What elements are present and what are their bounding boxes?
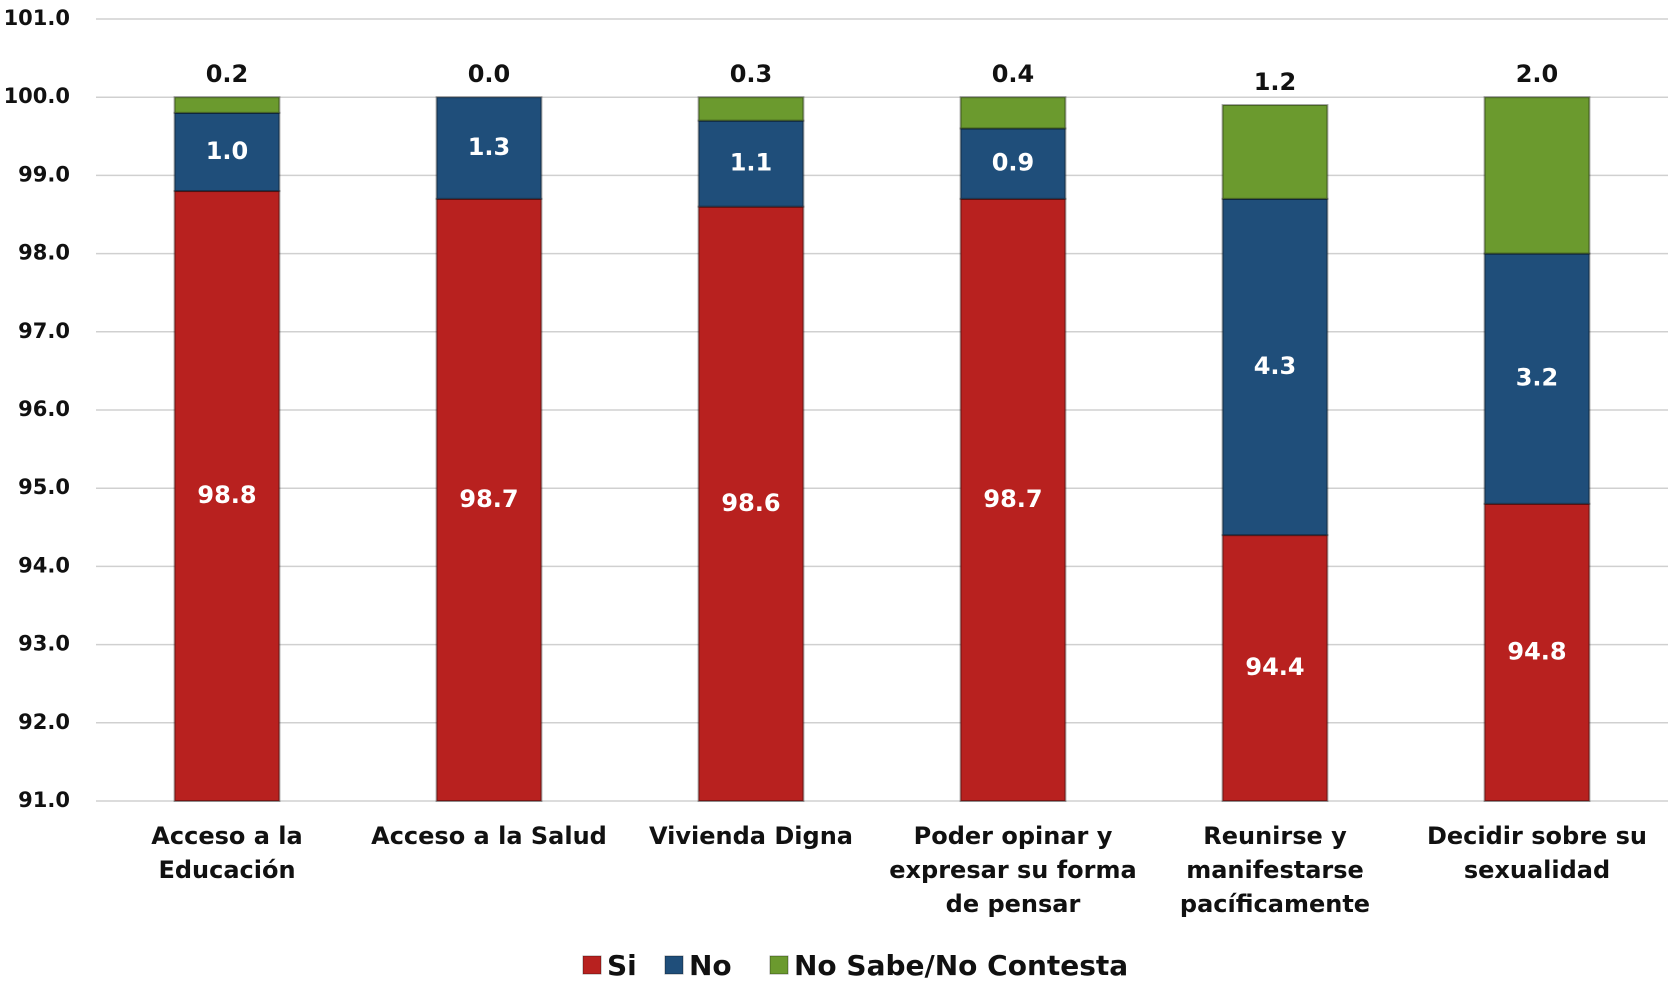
bar-segment (1221, 197, 1329, 537)
bar-segment (173, 190, 281, 803)
bar-segment (435, 197, 543, 803)
value-label: 0.3 (730, 60, 773, 88)
legend-label: No Sabe/No Contesta (794, 949, 1128, 982)
bar-segment (959, 127, 1067, 200)
bar-segment (435, 96, 543, 200)
y-tick-label: 95.0 (18, 475, 70, 499)
bar-segment (697, 119, 805, 208)
value-label: 0.0 (468, 60, 511, 88)
x-tick-label: Reunirse y manifestarse pacíficamente (1179, 822, 1371, 918)
value-label: 0.2 (206, 60, 249, 88)
y-tick-label: 92.0 (18, 710, 70, 734)
bar-segment (697, 96, 805, 122)
value-label: 2.0 (1516, 60, 1559, 88)
bar-segment (959, 197, 1067, 803)
value-label: 98.8 (197, 481, 256, 509)
value-label: 94.4 (1245, 653, 1304, 681)
value-label: 0.4 (992, 60, 1035, 88)
value-label: 1.0 (206, 137, 249, 165)
y-tick-label: 93.0 (18, 632, 70, 656)
value-label: 94.8 (1507, 637, 1566, 665)
y-tick-label: 94.0 (18, 553, 70, 577)
value-label: 98.7 (459, 485, 518, 513)
value-label: 98.6 (721, 489, 780, 517)
legend-marker (769, 955, 789, 975)
value-label: 98.7 (983, 485, 1042, 513)
value-label: 1.1 (730, 149, 773, 177)
x-tick-label: Acceso a la Salud (371, 822, 607, 850)
value-label: 0.9 (992, 149, 1035, 177)
x-tick-label: Vivienda Digna (649, 822, 853, 850)
bar-segment (1221, 534, 1329, 802)
x-tick-label: Decidir sobre su sexualidad (1426, 822, 1648, 884)
y-tick-label: 96.0 (18, 397, 70, 421)
legend-marker (664, 955, 684, 975)
value-label: 1.2 (1254, 68, 1297, 96)
bar-segment (697, 205, 805, 802)
y-tick-label: 97.0 (18, 319, 70, 343)
bar-segment (1221, 104, 1329, 200)
bar-segment (173, 96, 281, 114)
legend-label: No (689, 949, 732, 982)
value-label: 1.3 (468, 133, 511, 161)
y-tick-label: 99.0 (18, 162, 70, 186)
bar-segment (1483, 252, 1591, 505)
bar-segment (959, 96, 1067, 130)
value-label: 3.2 (1516, 364, 1559, 392)
bar-segment (1483, 502, 1591, 802)
y-tick-label: 98.0 (18, 241, 70, 265)
bar-segment (173, 111, 281, 193)
x-tick-label: Acceso a la Educación (151, 822, 303, 884)
x-tick-label: Poder opinar y expresar su forma de pens… (889, 822, 1137, 918)
y-tick-label: 91.0 (18, 788, 70, 812)
bar-segment (1483, 96, 1591, 255)
y-tick-label: 100.0 (4, 84, 70, 108)
legend-label: Si (607, 949, 637, 982)
value-label: 4.3 (1254, 352, 1297, 380)
legend-marker (582, 955, 602, 975)
y-tick-label: 101.0 (4, 6, 70, 30)
